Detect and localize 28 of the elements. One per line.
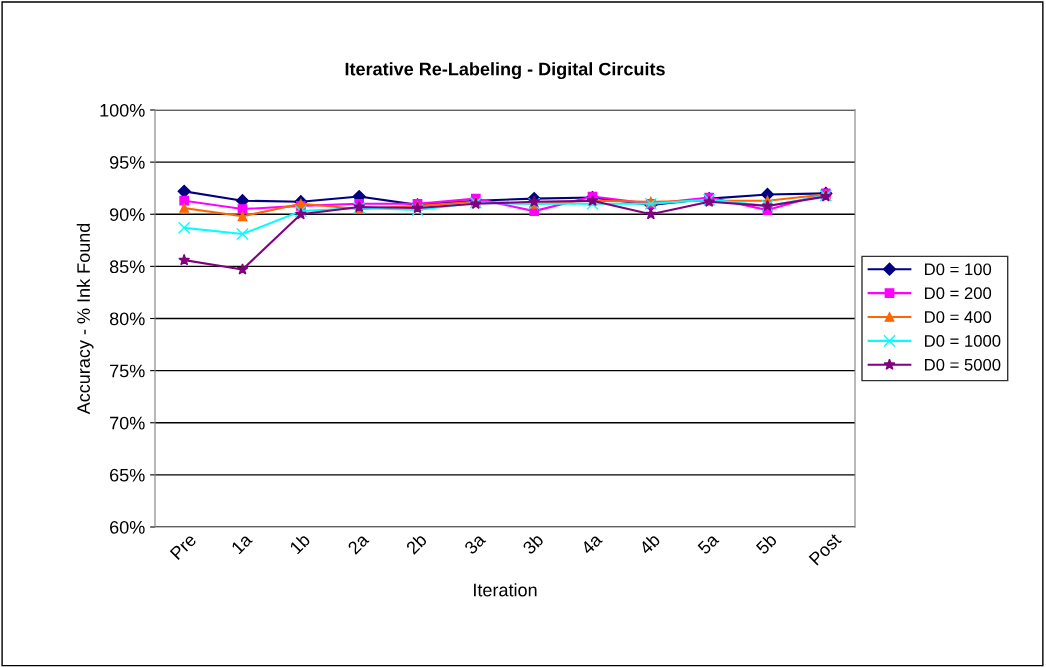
x-tick-label: 1a [230, 532, 254, 555]
legend-label: D0 = 100 [925, 263, 992, 276]
x-tick-label: 3b [521, 532, 545, 555]
y-tick-label: 80% [109, 312, 145, 326]
y-tick-label: 75% [110, 364, 145, 378]
y-tick-label: 95% [109, 156, 145, 169]
x-tick-label: 3a [463, 532, 487, 555]
legend-label: D0 = 5000 [925, 358, 1001, 371]
x-tick-label: 5a [697, 532, 720, 555]
x-tick-label: Pre [169, 532, 197, 561]
legend-label: D0 = 400 [925, 311, 992, 323]
legend-label: D0 = 200 [925, 287, 992, 300]
y-axis-title: Accuracy - % Ink Found [76, 223, 94, 415]
y-tick-label: 85% [109, 260, 145, 274]
y-tick-label: 100% [100, 103, 145, 117]
x-tick-label: 4b [638, 532, 661, 556]
legend-label: D0 = 1000 [925, 335, 1001, 347]
x-tick-label: 4a [580, 532, 604, 556]
x-tick-label: 2a [347, 532, 370, 555]
x-axis-title: Iteration [474, 583, 537, 597]
y-tick-label: 60% [110, 520, 145, 534]
x-tick-label: 1b [288, 532, 311, 555]
chart-title: Iterative Re-Labeling - Digital Circuits [345, 62, 665, 80]
x-tick-label: 2b [405, 532, 428, 555]
y-tick-label: 65% [110, 468, 145, 482]
y-tick-label: 90% [109, 208, 145, 221]
y-tick-label: 70% [110, 416, 145, 430]
x-tick-label: 5b [754, 532, 778, 555]
